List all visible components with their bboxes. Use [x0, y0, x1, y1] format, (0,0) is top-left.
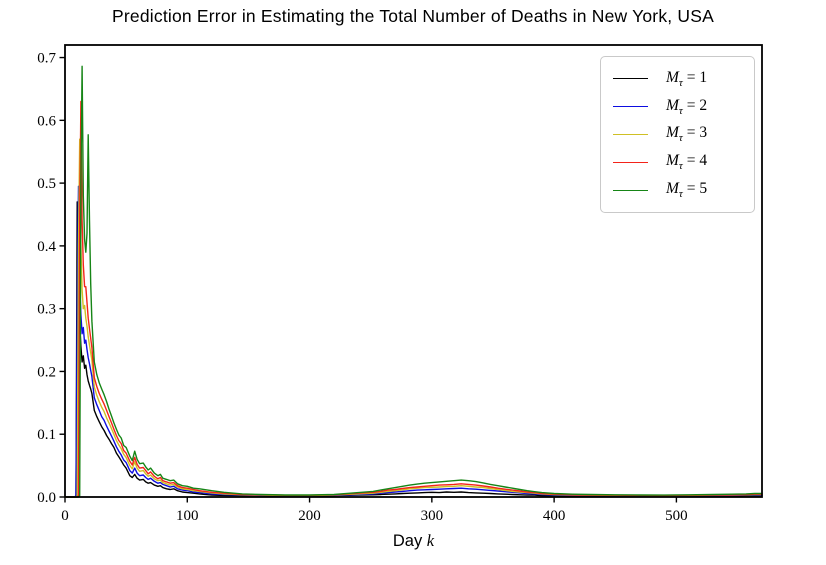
- legend-item-m1: Mτ = 1: [611, 65, 744, 92]
- y-tick-label-0.7: 0.7: [37, 51, 56, 67]
- y-tick-label-0.5: 0.5: [37, 176, 56, 192]
- series-line-m5: [64, 65, 763, 498]
- legend-label-m1: Mτ = 1: [666, 68, 708, 89]
- legend-item-m4: Mτ = 4: [611, 149, 744, 176]
- series-line-m4: [64, 100, 763, 498]
- series-group: [64, 65, 763, 498]
- legend-line-sample-m3: [613, 133, 648, 135]
- y-tick-label-0.0: 0.0: [37, 490, 56, 506]
- x-tick-label-300: 300: [421, 508, 444, 524]
- legend-line-sample-m5: [613, 189, 648, 191]
- y-tick-label-0.2: 0.2: [37, 364, 56, 380]
- legend-line-sample-m1: [613, 78, 648, 80]
- series-line-m3: [64, 138, 763, 498]
- x-axis-label-math: k: [426, 531, 435, 550]
- y-tick-label-0.1: 0.1: [37, 427, 56, 443]
- x-axis-label-text: Day: [392, 532, 423, 550]
- y-tick-label-0.4: 0.4: [37, 239, 56, 255]
- x-tick-label-500: 500: [665, 508, 688, 524]
- series-line-m2: [64, 185, 763, 498]
- x-tick-label-400: 400: [543, 508, 566, 524]
- legend-item-m2: Mτ = 2: [611, 93, 744, 120]
- x-tick-label-200: 200: [298, 508, 321, 524]
- legend-item-m5: Mτ = 5: [611, 177, 744, 204]
- x-tick-label-100: 100: [176, 508, 199, 524]
- series-line-m1: [64, 201, 763, 498]
- figure-title: Prediction Error in Estimating the Total…: [112, 6, 714, 26]
- legend-item-m3: Mτ = 3: [611, 121, 744, 148]
- legend: Mτ = 1 Mτ = 2 Mτ = 3 Mτ = 4 Mτ = 5: [600, 56, 755, 213]
- y-tick-label-0.3: 0.3: [37, 302, 56, 318]
- legend-label-m2: Mτ = 2: [666, 96, 708, 117]
- y-tick-label-0.6: 0.6: [37, 113, 56, 129]
- legend-line-sample-m4: [613, 161, 648, 163]
- x-axis-label: Day k: [0, 531, 826, 551]
- x-tick-label-0: 0: [61, 508, 69, 524]
- plot-frame: [64, 44, 763, 498]
- legend-line-sample-m2: [613, 106, 648, 108]
- legend-label-m5: Mτ = 5: [666, 180, 708, 201]
- legend-label-m3: Mτ = 3: [666, 124, 708, 145]
- legend-label-m4: Mτ = 4: [666, 152, 708, 173]
